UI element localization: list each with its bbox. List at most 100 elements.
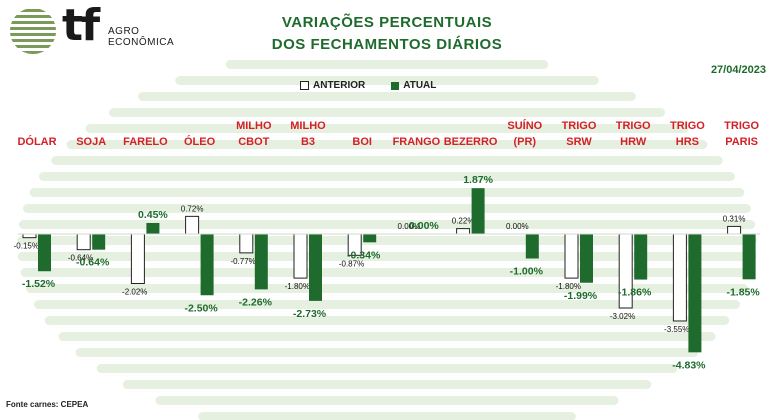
bar-previous xyxy=(76,233,91,251)
value-label-current: 1.87% xyxy=(463,174,493,186)
bar-current xyxy=(742,234,756,280)
category-label: TRIGO SRW xyxy=(562,120,597,148)
bar-previous xyxy=(22,233,37,239)
bar-previous xyxy=(293,233,308,279)
value-label-current: -1.99% xyxy=(564,290,598,302)
category-label: TRIGO HRW xyxy=(616,120,651,148)
background-stripe xyxy=(96,364,678,373)
bar-current xyxy=(580,234,593,283)
source-note: Fonte carnes: CEPEA xyxy=(6,400,89,409)
category-label: ÓLEO xyxy=(184,135,216,148)
value-label-current: -2.50% xyxy=(184,302,218,314)
value-label-current: -2.26% xyxy=(239,296,273,308)
legend-swatch-current xyxy=(391,81,400,90)
bar-previous xyxy=(564,233,579,279)
logo-sub-line1: AGRO xyxy=(108,26,140,37)
background-stripe xyxy=(175,76,599,85)
value-label-previous: -1.80% xyxy=(285,282,310,291)
legend-swatch-previous xyxy=(300,81,309,90)
value-label-previous: -2.02% xyxy=(122,287,147,296)
background-stripe xyxy=(18,220,756,229)
background-stripe xyxy=(85,124,689,133)
legend-label-previous: ANTERIOR xyxy=(313,80,366,91)
value-label-previous: 0.72% xyxy=(181,204,204,213)
background-stripe xyxy=(198,412,576,420)
bar-current xyxy=(688,234,702,353)
background-stripe xyxy=(225,60,549,69)
bar-previous xyxy=(130,233,145,284)
legend-label-current: ATUAL xyxy=(403,80,437,91)
value-label-previous: 0.22% xyxy=(452,217,475,226)
value-label-current: 0.00% xyxy=(409,220,439,232)
bar-previous xyxy=(185,215,200,235)
value-label-current: -2.73% xyxy=(293,308,327,320)
bar-current xyxy=(363,234,377,243)
bar-current xyxy=(146,222,160,234)
category-label: TRIGO HRS xyxy=(670,120,705,148)
value-label-previous: 0.00% xyxy=(398,222,421,231)
background-stripe xyxy=(29,188,745,197)
legend-item-current: ATUAL xyxy=(391,80,436,91)
category-label: MILHO B3 xyxy=(290,120,326,148)
background-stripe xyxy=(44,316,730,325)
value-label-current: -4.83% xyxy=(672,359,706,371)
value-label-previous: -0.87% xyxy=(339,259,364,268)
background-stripe xyxy=(122,380,652,389)
category-label: BOI xyxy=(352,136,372,148)
logo-brand: tf xyxy=(62,0,100,51)
background-stripe xyxy=(34,300,740,309)
background-stripe xyxy=(23,204,751,213)
bar-previous xyxy=(672,233,687,322)
background-stripe xyxy=(138,92,636,101)
bar-previous xyxy=(239,233,254,254)
category-label: TRIGO PARIS xyxy=(724,120,759,148)
value-label-previous: -0.15% xyxy=(14,242,39,251)
value-label-previous: 0.00% xyxy=(506,222,529,231)
logo-sub-line2: ECONÔMICA xyxy=(108,37,175,48)
value-label-previous: -3.02% xyxy=(610,312,635,321)
category-label: BEZERRO xyxy=(444,136,498,148)
value-label-current: -1.52% xyxy=(22,278,56,290)
bar-current xyxy=(309,234,322,301)
bar-current xyxy=(92,234,106,250)
bar-current xyxy=(200,234,214,296)
chart-legend: ANTERIOR ATUAL xyxy=(300,80,436,91)
category-label: DÓLAR xyxy=(17,135,56,148)
value-label-previous: 0.31% xyxy=(723,214,746,223)
background-stripe xyxy=(58,332,716,341)
value-label-previous: -0.77% xyxy=(230,257,255,266)
category-label: MILHO CBOT xyxy=(236,120,272,148)
value-label-current: -1.86% xyxy=(618,287,652,299)
value-label-current: -1.00% xyxy=(510,266,544,278)
category-label: SUÍNO (PR) xyxy=(507,119,542,148)
page-title-line2: DOS FECHAMENTOS DIÁRIOS xyxy=(271,36,503,53)
value-label-previous: -3.55% xyxy=(664,325,689,334)
logo: tf AGRO ECONÔMICA xyxy=(10,0,180,56)
bar-current xyxy=(634,234,648,280)
category-label: FRANGO xyxy=(393,136,441,148)
background-stripe xyxy=(66,140,708,149)
legend-item-previous: ANTERIOR xyxy=(300,80,365,91)
value-label-previous: -0.64% xyxy=(68,254,93,263)
bar-previous xyxy=(456,228,471,235)
logo-globe-icon xyxy=(10,8,56,54)
value-label-current: -0.64% xyxy=(76,257,110,269)
bar-previous xyxy=(727,225,742,235)
category-label: SOJA xyxy=(76,136,106,148)
category-label: FARELO xyxy=(123,136,168,148)
background-stripe xyxy=(75,348,699,357)
value-label-current: 0.45% xyxy=(138,209,168,221)
bar-current xyxy=(38,234,51,272)
report-date: 27/04/2023 xyxy=(710,64,766,76)
logo-subtitle: AGRO ECONÔMICA xyxy=(108,26,174,48)
value-label-current: -0.34% xyxy=(347,249,381,261)
page-title-line1: VARIAÇÕES PERCENTUAIS xyxy=(281,14,493,31)
bar-current xyxy=(254,234,268,290)
bar-current xyxy=(471,188,485,234)
value-label-current: -1.85% xyxy=(726,286,760,298)
value-label-previous: -1.80% xyxy=(556,282,581,291)
bar-current xyxy=(525,234,539,259)
background-stripe xyxy=(39,172,735,181)
